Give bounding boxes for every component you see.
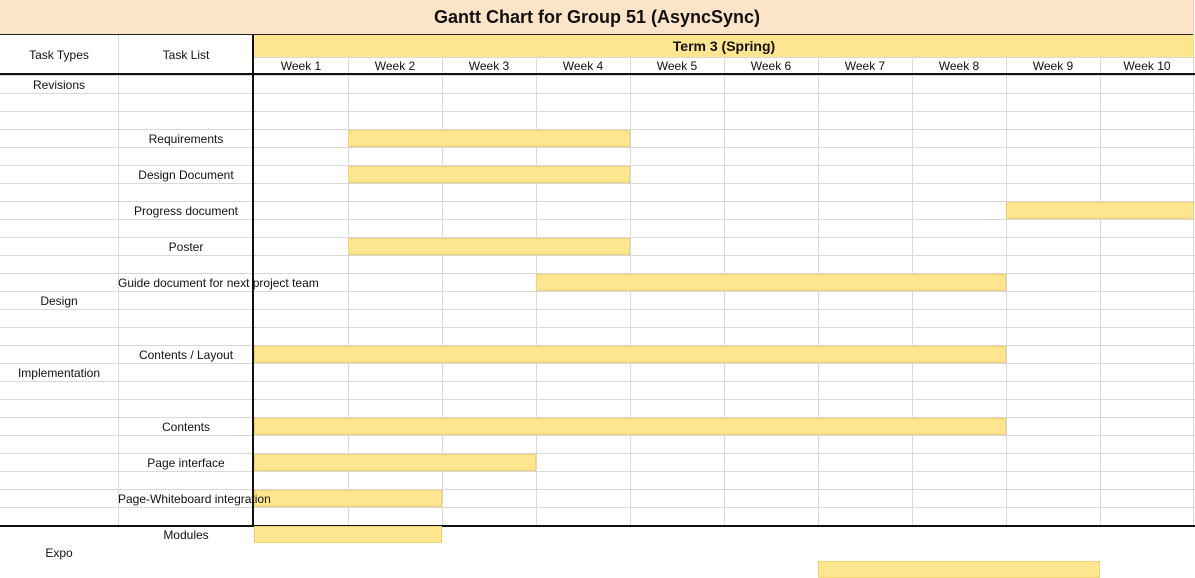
task-label: Contents / Layout: [138, 348, 234, 362]
row-gridline: [0, 507, 1195, 508]
week-gridline: [818, 57, 819, 527]
task-label: Guide document for next project team: [118, 276, 319, 290]
row-gridline: [0, 129, 1195, 130]
task-label: Design Document: [138, 168, 234, 182]
row-gridline: [0, 417, 1195, 418]
week-header-7: Week 7: [844, 59, 886, 73]
week-header-2: Week 2: [374, 59, 416, 73]
row-gridline: [0, 165, 1195, 166]
task-label: Page-Whiteboard integration: [118, 492, 271, 506]
column-gridline: [118, 35, 119, 527]
row-gridline: [0, 309, 1195, 310]
task-label: Contents: [161, 420, 211, 434]
task-label: Poster: [168, 240, 204, 254]
row-gridline: [0, 273, 1195, 274]
row-gridline: [0, 291, 1195, 292]
row-gridline: [0, 111, 1195, 112]
task-types-header: Task Types: [29, 48, 89, 62]
week-gridline: [630, 57, 631, 527]
week-gridline: [442, 57, 443, 527]
row-gridline: [0, 363, 1195, 364]
row-gridline: [0, 489, 1195, 490]
row-gridline: [0, 147, 1195, 148]
week-header-9: Week 9: [1032, 59, 1074, 73]
row-gridline: [0, 93, 1195, 94]
week-header-5: Week 5: [656, 59, 698, 73]
week-header-10: Week 10: [1123, 59, 1171, 73]
term-header: Term 3 (Spring): [254, 35, 1194, 57]
week-gridline: [1006, 57, 1007, 527]
row-gridline: [0, 237, 1195, 238]
row-gridline: [0, 183, 1195, 184]
gantt-bar: [1006, 202, 1194, 219]
week-gridline: [1100, 57, 1101, 527]
sheet-bottom-line: [0, 525, 1195, 527]
term-underline: [254, 57, 1195, 58]
week-header-1: Week 1: [280, 59, 322, 73]
task-column-divider: [252, 35, 254, 527]
header-bottom-line: [0, 73, 1195, 75]
task-label: Requirements: [148, 132, 224, 146]
row-gridline: [0, 201, 1195, 202]
gantt-bar: [254, 346, 1006, 363]
week-gridline: [536, 57, 537, 527]
row-gridline: [0, 75, 1195, 76]
gantt-bar: [254, 418, 1006, 435]
week-header-4: Week 4: [562, 59, 604, 73]
row-gridline: [0, 345, 1195, 346]
row-gridline: [0, 453, 1195, 454]
row-gridline: [0, 435, 1195, 436]
row-gridline: [0, 399, 1195, 400]
row-gridline: [0, 381, 1195, 382]
task-label: Progress document: [133, 204, 239, 218]
row-gridline: [0, 327, 1195, 328]
task-label: Page interface: [147, 456, 225, 470]
task-type-label: Expo: [45, 546, 73, 560]
gantt-bar: [818, 561, 1100, 578]
row-gridline: [0, 219, 1195, 220]
task-type-label: Implementation: [17, 366, 101, 380]
task-label: Modules: [163, 528, 209, 542]
gantt-bar: [254, 526, 442, 543]
right-edge: [1193, 0, 1194, 527]
chart-title: Gantt Chart for Group 51 (AsyncSync): [0, 0, 1194, 35]
task-list-header: Task List: [162, 48, 210, 62]
week-header-6: Week 6: [750, 59, 792, 73]
gantt-bar: [348, 130, 630, 147]
week-gridline: [912, 57, 913, 527]
week-header-8: Week 8: [938, 59, 980, 73]
week-header-3: Week 3: [468, 59, 510, 73]
gantt-bar: [536, 274, 1006, 291]
week-gridline: [724, 57, 725, 527]
gantt-bar: [254, 490, 442, 507]
gantt-bar: [348, 166, 630, 183]
gantt-bar: [348, 238, 630, 255]
row-gridline: [0, 471, 1195, 472]
gantt-bar: [254, 454, 536, 471]
week-gridline: [348, 57, 349, 527]
row-gridline: [0, 255, 1195, 256]
task-type-label: Design: [40, 294, 78, 308]
task-type-label: Revisions: [32, 78, 86, 92]
